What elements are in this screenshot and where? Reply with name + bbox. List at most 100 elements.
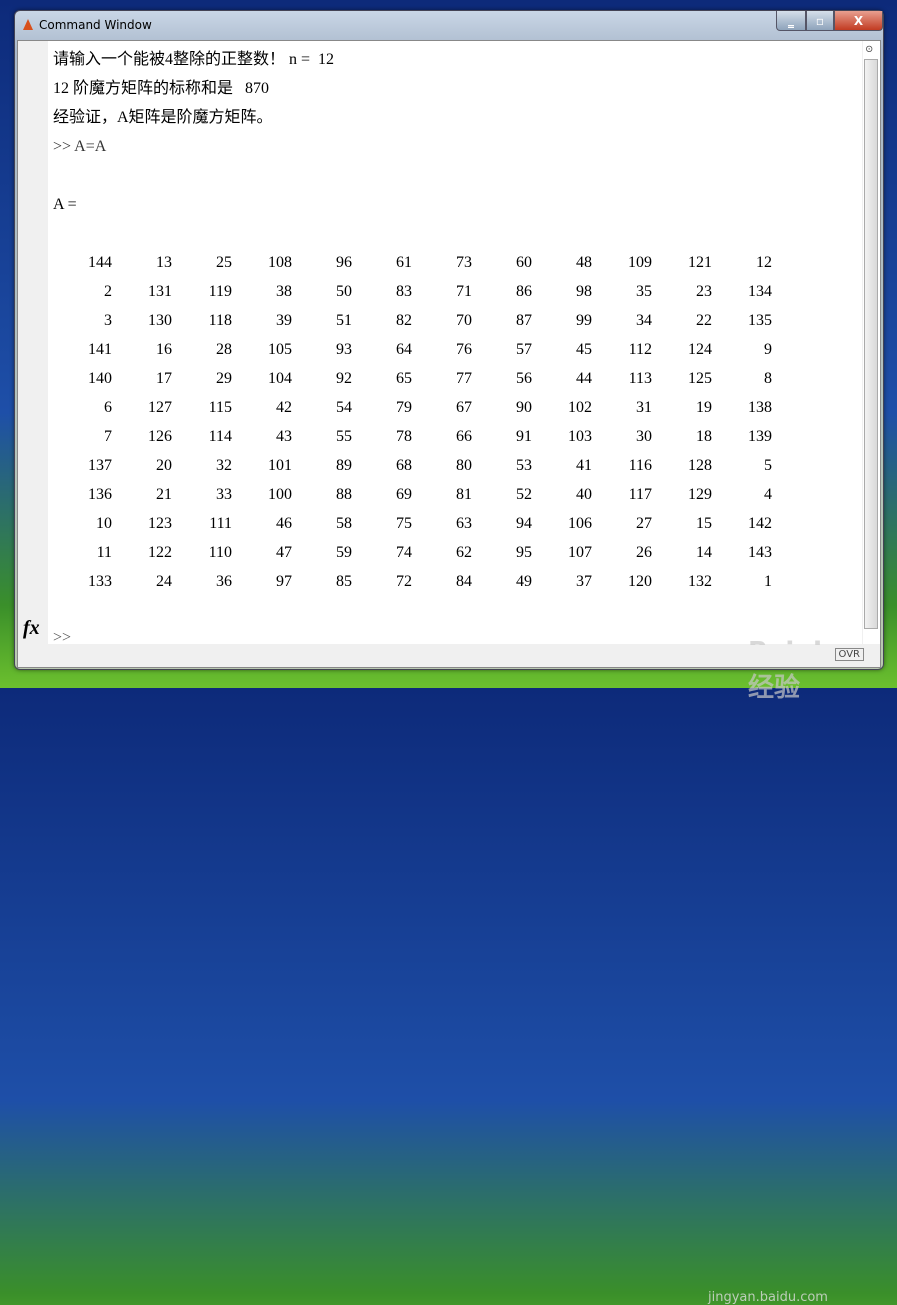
- matrix-cell: 129: [688, 486, 712, 503]
- matrix-cell: 35: [636, 283, 652, 300]
- matrix-cell: 67: [456, 399, 472, 416]
- matrix-cell: 81: [456, 486, 472, 503]
- matrix-cell: 141: [88, 341, 112, 358]
- matrix-cell: 121: [688, 254, 712, 271]
- matrix-cell: 75: [396, 515, 412, 532]
- matrix-cell: 73: [456, 254, 472, 271]
- matrix-cell: 78: [396, 428, 412, 445]
- matrix-cell: 11: [96, 544, 112, 561]
- matrix-cell: 40: [576, 486, 592, 503]
- variable-header: A =: [53, 196, 77, 213]
- matrix-cell: 116: [628, 457, 652, 474]
- matrix-cell: 4: [764, 486, 772, 503]
- matrix-cell: 54: [336, 399, 352, 416]
- matrix-cell: 64: [396, 341, 412, 358]
- matrix-cell: 118: [208, 312, 232, 329]
- output-line: 请输入一个能被4整除的正整数！ n = 12: [53, 51, 335, 68]
- matlab-logo-icon: [23, 19, 33, 30]
- status-bar: jingyan.baidu.com OVR: [18, 645, 880, 1305]
- matrix-cell: 113: [628, 370, 652, 387]
- matrix-cell: 91: [516, 428, 532, 445]
- matrix-cell: 74: [396, 544, 412, 561]
- matrix-cell: 6: [104, 399, 112, 416]
- matrix-cell: 124: [688, 341, 712, 358]
- matrix-cell: 95: [516, 544, 532, 561]
- matrix-cell: 7: [104, 428, 112, 445]
- matrix-cell: 134: [748, 283, 772, 300]
- matrix-cell: 97: [276, 573, 292, 590]
- matrix-cell: 90: [516, 399, 532, 416]
- matrix-cell: 96: [336, 254, 352, 271]
- matrix-cell: 9: [764, 341, 772, 358]
- matrix-cell: 137: [88, 457, 112, 474]
- matrix-cell: 65: [396, 370, 412, 387]
- matrix-cell: 110: [208, 544, 232, 561]
- matrix-cell: 56: [516, 370, 532, 387]
- matrix-cell: 133: [88, 573, 112, 590]
- matrix-cell: 76: [456, 341, 472, 358]
- matrix-cell: 20: [156, 457, 172, 474]
- matrix-cell: 80: [456, 457, 472, 474]
- matrix-cell: 18: [696, 428, 712, 445]
- matrix-cell: 30: [636, 428, 652, 445]
- matrix-cell: 22: [696, 312, 712, 329]
- matrix-cell: 93: [336, 341, 352, 358]
- matrix-cell: 2: [104, 283, 112, 300]
- matrix-cell: 140: [88, 370, 112, 387]
- vertical-scrollbar[interactable]: ⊙: [863, 41, 880, 644]
- matrix-cell: 128: [688, 457, 712, 474]
- matrix-cell: 104: [268, 370, 292, 387]
- matrix-cell: 70: [456, 312, 472, 329]
- matrix-cell: 62: [456, 544, 472, 561]
- window-title: Command Window: [39, 18, 152, 32]
- matrix-cell: 77: [456, 370, 472, 387]
- maximize-button[interactable]: ▫: [806, 11, 834, 31]
- matrix-cell: 63: [456, 515, 472, 532]
- close-button[interactable]: X: [834, 11, 883, 31]
- matrix-cell: 3: [104, 312, 112, 329]
- watermark-url: jingyan.baidu.com: [708, 1290, 828, 1305]
- matrix-cell: 112: [628, 341, 652, 358]
- matrix-cell: 53: [516, 457, 532, 474]
- matrix-cell: 24: [156, 573, 172, 590]
- matrix-cell: 139: [748, 428, 772, 445]
- matrix-cell: 21: [156, 486, 172, 503]
- matrix-cell: 72: [396, 573, 412, 590]
- matrix-cell: 27: [636, 515, 652, 532]
- minimize-button[interactable]: ‗: [776, 11, 806, 31]
- matrix-cell: 58: [336, 515, 352, 532]
- matrix-cell: 99: [576, 312, 592, 329]
- matrix-cell: 42: [276, 399, 292, 416]
- matrix-cell: 16: [156, 341, 172, 358]
- matrix-cell: 138: [748, 399, 772, 416]
- matrix-cell: 108: [268, 254, 292, 271]
- function-browser-icon[interactable]: fx: [23, 617, 40, 639]
- matrix-cell: 32: [216, 457, 232, 474]
- matrix-cell: 45: [576, 341, 592, 358]
- matrix-cell: 37: [576, 573, 592, 590]
- matrix-cell: 105: [268, 341, 292, 358]
- matrix-cell: 98: [576, 283, 592, 300]
- matrix-cell: 15: [696, 515, 712, 532]
- matrix-cell: 125: [688, 370, 712, 387]
- matrix-cell: 28: [216, 341, 232, 358]
- scroll-menu-icon[interactable]: ⊙: [865, 44, 874, 55]
- scrollbar-thumb[interactable]: [864, 59, 878, 629]
- matrix-cell: 25: [216, 254, 232, 271]
- matrix-cell: 142: [748, 515, 772, 532]
- command-output[interactable]: 请输入一个能被4整除的正整数！ n = 12 12 阶魔方矩阵的标称和是 870…: [48, 41, 862, 703]
- command-prompt[interactable]: >>: [53, 629, 72, 646]
- matrix-cell: 66: [456, 428, 472, 445]
- matrix-cell: 131: [148, 283, 172, 300]
- matrix-cell: 92: [336, 370, 352, 387]
- matrix-cell: 101: [268, 457, 292, 474]
- matrix-cell: 33: [216, 486, 232, 503]
- matrix-cell: 23: [696, 283, 712, 300]
- command-window: Command Window ‗ ▫ X fx 请输入一个能被4整除的正整数！ …: [14, 10, 884, 1305]
- matrix-cell: 114: [208, 428, 232, 445]
- matrix-cell: 102: [568, 399, 592, 416]
- matrix-cell: 88: [336, 486, 352, 503]
- matrix-cell: 51: [336, 312, 352, 329]
- matrix-cell: 120: [628, 573, 652, 590]
- matrix-cell: 57: [516, 341, 532, 358]
